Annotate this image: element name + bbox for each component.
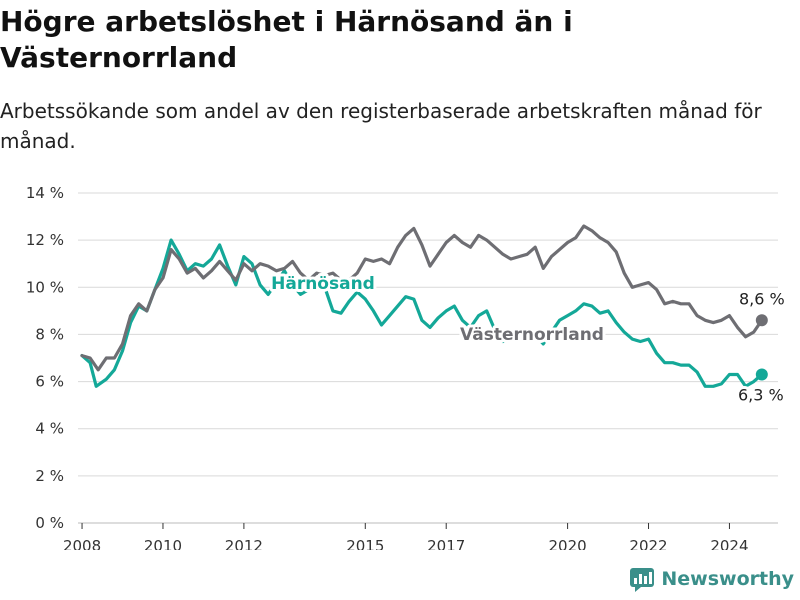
y-tick-label: 8 % [35, 325, 64, 343]
end-value-harnosand: 8,6 % [739, 289, 785, 308]
y-tick-label: 12 % [26, 231, 64, 249]
series-label-vasternorrland: Västernorrland [460, 325, 604, 345]
series-label-vasternorrland-halo: Västernorrland [460, 325, 604, 345]
y-tick-label: 4 % [35, 420, 64, 438]
brand: Newsworthy [629, 564, 794, 594]
end-point-harnosand [755, 368, 768, 381]
series-labels: HärnösandHärnösandVästernorrlandVästerno… [268, 271, 788, 408]
newsworthy-logo-icon [630, 568, 655, 592]
x-axis: 2008 2010 2012 2015 2017 2020 2022 2024 [63, 523, 749, 550]
y-tick-label: 6 % [35, 373, 64, 391]
x-tick-label: 2010 [144, 537, 182, 550]
series-line-vasternorrland [80, 224, 764, 372]
grid [78, 192, 778, 524]
chart-subtitle: Arbetssökande som andel av den registerb… [0, 99, 762, 153]
x-tick-label: 2020 [549, 537, 587, 550]
end-value-vasternorrland-halo: 6,3 % [738, 386, 784, 405]
x-tick-label: 2015 [346, 537, 384, 550]
end-value-vasternorrland: 6,3 % [738, 386, 784, 405]
x-tick-label: 2008 [63, 537, 101, 550]
x-tick-label: 2024 [710, 537, 748, 550]
y-tick-label: 10 % [26, 278, 64, 296]
brand-name: Newsworthy [661, 568, 794, 590]
chart-title: Högre arbetslöshet i Härnösand än i Väst… [0, 5, 573, 74]
y-tick-label: 2 % [35, 467, 64, 485]
line-chart: 0 % 2 % 4 % 6 % 8 % 10 % 12 % 14 % 2008 2010 2012… [26, 184, 788, 550]
x-tick-label: 2012 [225, 537, 263, 550]
end-point-vasternorrland [755, 314, 768, 327]
x-tick-label: 2017 [427, 537, 465, 550]
y-axis: 0 % 2 % 4 % 6 % 8 % 10 % 12 % 14 % [26, 184, 64, 532]
end-value-harnosand-halo: 8,6 % [739, 289, 785, 308]
y-tick-label: 14 % [26, 184, 64, 202]
series-line-harnosand [80, 238, 764, 388]
x-tick-label: 2022 [629, 537, 667, 550]
series-label-harnosand: Härnösand [271, 274, 375, 294]
series-label-harnosand-halo: Härnösand [271, 274, 375, 294]
y-tick-label: 0 % [35, 514, 64, 532]
series [80, 224, 768, 388]
